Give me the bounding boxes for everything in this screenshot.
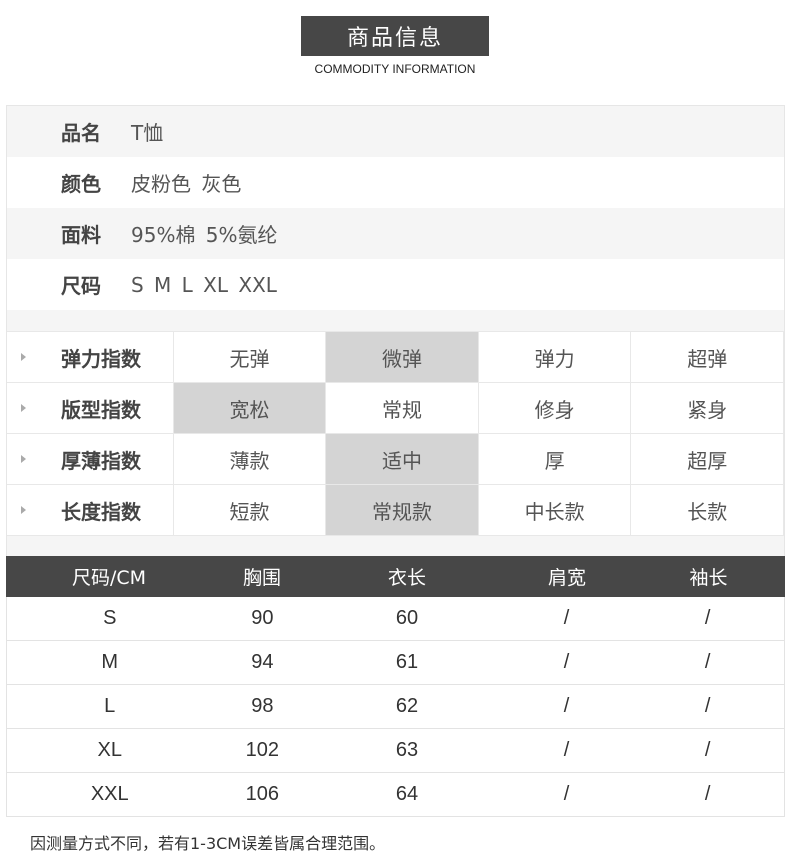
- size-cell: 94: [251, 651, 274, 673]
- info-label: 颜色: [61, 172, 101, 196]
- table-row: M 94 61 / /: [6, 641, 785, 685]
- index-row: 版型指数 宽松 常规 修身 紧身: [7, 382, 784, 433]
- size-cell: 106: [245, 783, 280, 805]
- size-cell: 62: [395, 695, 419, 717]
- size-cell: 98: [251, 695, 274, 717]
- index-row: 长度指数 短款 常规款 中长款 长款: [7, 484, 784, 535]
- size-cell: /: [563, 783, 570, 805]
- size-cell: /: [563, 695, 570, 717]
- index-option: 适中: [326, 434, 479, 484]
- size-header-cell: 衣长: [387, 567, 426, 589]
- index-option: 超弹: [631, 332, 784, 382]
- size-cell: L: [104, 695, 116, 717]
- size-header-cell: 袖长: [689, 567, 728, 589]
- index-option: 修身: [478, 383, 632, 433]
- info-value: T恤: [131, 121, 164, 145]
- index-row: 弹力指数 无弹 微弹 弹力 超弹: [7, 331, 784, 382]
- triangle-right-icon: [21, 455, 26, 463]
- size-cell: /: [563, 607, 570, 629]
- table-row: XL 102 63 / /: [6, 729, 785, 773]
- size-cell: 90: [251, 607, 274, 629]
- size-cell: /: [563, 739, 570, 761]
- index-row: 厚薄指数 薄款 适中厚超厚: [7, 433, 784, 484]
- table-row: L 98 62 / /: [6, 685, 785, 729]
- info-label: 尺码: [61, 274, 101, 298]
- info-row: 尺码 S M L XL XXL: [7, 259, 784, 310]
- info-value: 皮粉色 灰色: [131, 172, 242, 196]
- size-cell: /: [704, 739, 711, 761]
- section-title: 商品信息: [301, 16, 489, 56]
- divider-band: [7, 310, 784, 331]
- triangle-right-icon: [21, 404, 26, 412]
- index-option: 长款: [631, 485, 784, 535]
- size-cell: XXL: [90, 783, 129, 805]
- index-option: 弹力: [478, 332, 632, 382]
- size-cell: 61: [395, 651, 419, 673]
- info-label: 面料: [61, 223, 101, 247]
- index-option: 超厚: [631, 434, 784, 484]
- size-cell: /: [704, 783, 711, 805]
- index-option: 宽松: [173, 383, 327, 433]
- size-header-cell: 尺码/CM: [71, 567, 147, 589]
- index-label: 弹力指数: [61, 346, 141, 371]
- measurement-note: 因测量方式不同，若有1-3CM误差皆属合理范围。: [30, 834, 386, 853]
- info-value: S M L XL XXL: [131, 272, 277, 297]
- index-option: 常规: [326, 383, 479, 433]
- size-cell: M: [101, 651, 119, 673]
- triangle-right-icon: [21, 506, 26, 514]
- triangle-right-icon: [21, 353, 26, 361]
- index-label-cell: 厚薄指数: [7, 434, 174, 484]
- index-option: 薄款: [173, 434, 327, 484]
- section-subtitle: COMMODITY INFORMATION: [314, 62, 476, 76]
- size-cell: /: [704, 607, 711, 629]
- index-option: 无弹: [173, 332, 327, 382]
- size-table: 尺码/CM 胸围 衣长 肩宽 袖长 S 90 60 / / M 94 61 / / L 98 62 / / XL 102…: [6, 556, 785, 817]
- info-value: 95%棉 5%氨纶: [131, 223, 278, 247]
- index-label: 版型指数: [61, 397, 141, 422]
- index-label-cell: 弹力指数: [7, 332, 174, 382]
- index-label-cell: 长度指数: [7, 485, 174, 535]
- size-cell: 60: [395, 607, 419, 629]
- index-option: 中长款: [478, 485, 632, 535]
- size-table-header: 尺码/CM 胸围 衣长 肩宽 袖长: [6, 556, 785, 597]
- table-row: XXL 106 64 / /: [6, 773, 785, 817]
- size-cell: 63: [395, 739, 419, 761]
- product-info-panel: 品名 T恤颜色 皮粉色 灰色面料 95%棉 5%氨纶尺码 S M L XL XXL 弹力…: [6, 105, 785, 557]
- size-cell: 102: [245, 739, 280, 761]
- index-option: 微弹: [326, 332, 479, 382]
- size-cell: /: [704, 651, 711, 673]
- index-table: 弹力指数 无弹 微弹 弹力 超弹版型指数 宽松 常规 修身 紧身厚薄指数 薄款 适中厚超厚长度指数 短…: [7, 331, 784, 556]
- index-option: 短款: [173, 485, 327, 535]
- info-row: 面料 95%棉 5%氨纶: [7, 208, 784, 259]
- size-header-cell: 胸围: [242, 567, 281, 589]
- table-row: S 90 60 / /: [6, 597, 785, 641]
- size-header-cell: 肩宽: [547, 567, 586, 589]
- size-cell: /: [704, 695, 711, 717]
- index-option: 厚: [478, 434, 632, 484]
- index-label: 厚薄指数: [61, 448, 141, 473]
- divider-band: [7, 535, 784, 556]
- info-row: 颜色 皮粉色 灰色: [7, 157, 784, 208]
- info-row: 品名 T恤: [7, 106, 784, 157]
- index-option: 常规款: [326, 485, 479, 535]
- size-cell: 64: [395, 783, 419, 805]
- index-option: 紧身: [631, 383, 784, 433]
- size-cell: S: [103, 607, 117, 629]
- size-cell: XL: [97, 739, 122, 761]
- index-label: 长度指数: [61, 499, 141, 524]
- info-label: 品名: [61, 121, 101, 145]
- index-label-cell: 版型指数: [7, 383, 174, 433]
- size-cell: /: [563, 651, 570, 673]
